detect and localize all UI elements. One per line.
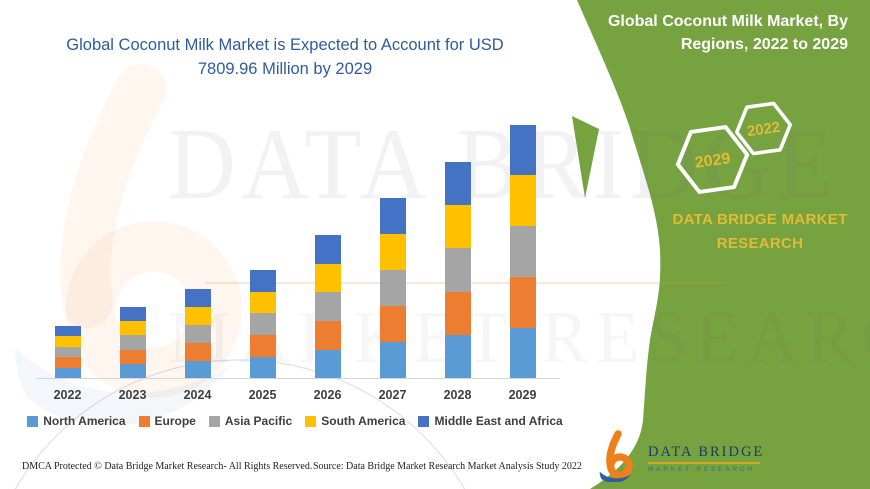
legend-swatch xyxy=(208,415,220,427)
bar-segment-asia-pacific xyxy=(184,324,211,343)
legend-swatch xyxy=(27,415,39,427)
bar-2025 xyxy=(249,270,276,379)
source-note: Source: Data Bridge Market Research Mark… xyxy=(313,461,582,472)
bar-segment-south-america xyxy=(249,291,276,314)
bar-segment-europe xyxy=(54,357,81,368)
bar-segment-south-america xyxy=(314,263,341,293)
legend-swatch xyxy=(305,415,317,427)
bar-segment-asia-pacific xyxy=(379,269,406,307)
bar-segment-north-america xyxy=(184,360,211,379)
hexagon-2029-label: 2029 xyxy=(694,150,732,172)
green-sliver-shape xyxy=(572,116,599,198)
x-axis-label-2029: 2029 xyxy=(508,388,537,402)
bar-segment-europe xyxy=(249,335,276,357)
chart-title-line1: Global Coconut Milk Market is Expected t… xyxy=(66,36,504,54)
dmca-notice: DMCA Protected © Data Bridge Market Rese… xyxy=(22,461,313,472)
legend-label: South America xyxy=(321,414,406,428)
bar-segment-south-america xyxy=(54,336,81,347)
hexagon-2029 xyxy=(675,125,750,194)
bar-2024 xyxy=(184,289,211,379)
side-panel-title-line2: Regions, 2022 to 2029 xyxy=(680,36,848,53)
bar-segment-middle-east-and-africa xyxy=(379,197,406,234)
bar-2029 xyxy=(509,124,536,379)
bar-segment-europe xyxy=(184,342,211,361)
logo-underline xyxy=(648,462,760,464)
bar-segment-middle-east-and-africa xyxy=(184,289,211,307)
bar-segment-south-america xyxy=(184,306,211,325)
bar-segment-middle-east-and-africa xyxy=(119,306,146,321)
bar-segment-middle-east-and-africa xyxy=(54,325,81,337)
bar-segment-south-america xyxy=(509,175,536,227)
legend-item-north-america: North America xyxy=(27,414,126,428)
bar-segment-south-america xyxy=(444,204,471,249)
x-axis-label-2026: 2026 xyxy=(313,388,342,402)
x-axis-label-2028: 2028 xyxy=(443,388,472,402)
hexagon-2022 xyxy=(734,101,793,156)
chart-title-line2: 7809.96 Million by 2029 xyxy=(197,60,373,78)
bar-segment-europe xyxy=(314,321,341,350)
side-panel-brand-name: DATA BRIDGE MARKET RESEARCH xyxy=(672,211,848,252)
logo-tagline-text: MARKET RESEARCH xyxy=(648,466,755,473)
bar-segment-asia-pacific xyxy=(314,292,341,322)
bar-segment-middle-east-and-africa xyxy=(249,270,276,292)
bar-2022 xyxy=(54,325,81,379)
bar-segment-south-america xyxy=(119,320,146,336)
bar-segment-north-america xyxy=(509,327,536,379)
legend-item-south-america: South America xyxy=(305,414,405,428)
bar-segment-middle-east-and-africa xyxy=(314,235,341,264)
bar-2026 xyxy=(314,235,341,379)
logo-name-text: DATA BRIDGE xyxy=(648,444,765,460)
legend-label: Europe xyxy=(154,414,196,428)
x-axis-label-2023: 2023 xyxy=(118,388,147,402)
bar-segment-asia-pacific xyxy=(54,346,81,358)
legend-swatch xyxy=(138,415,150,427)
bar-2027 xyxy=(379,197,406,379)
side-panel-title-line1: Global Coconut Milk Market, By xyxy=(607,13,848,30)
bar-segment-north-america xyxy=(444,335,471,379)
bar-segment-europe xyxy=(119,349,146,365)
bar-segment-south-america xyxy=(379,233,406,270)
bar-segment-middle-east-and-africa xyxy=(444,161,471,205)
legend-swatch xyxy=(418,415,430,427)
legend-label: Middle East and Africa xyxy=(434,414,563,428)
green-panel-shape xyxy=(577,0,870,489)
bar-segment-north-america xyxy=(119,364,146,379)
bar-segment-asia-pacific xyxy=(119,335,146,350)
bar-segment-europe xyxy=(379,306,406,343)
data-bridge-logo: DATA BRIDGE MARKET RESEARCH xyxy=(596,430,764,482)
legend-item-europe: Europe xyxy=(138,414,196,428)
bar-segment-north-america xyxy=(54,367,81,379)
bar-segment-north-america xyxy=(379,342,406,379)
chart-title: Global Coconut Milk Market is Expected t… xyxy=(40,33,530,81)
legend-item-middle-east-and-africa: Middle East and Africa xyxy=(418,414,563,428)
bar-segment-north-america xyxy=(249,356,276,379)
bar-segment-middle-east-and-africa xyxy=(509,124,536,176)
x-axis-label-2027: 2027 xyxy=(378,388,407,402)
legend-item-asia-pacific: Asia Pacific xyxy=(208,414,293,428)
x-axis-label-2022: 2022 xyxy=(53,388,82,402)
data-bridge-logo-icon xyxy=(599,430,633,482)
bar-2028 xyxy=(444,161,471,379)
hexagon-2022-label: 2022 xyxy=(746,119,781,140)
chart-legend: North America Europe Asia Pacific South Ame… xyxy=(27,414,563,428)
x-axis-label-2025: 2025 xyxy=(248,388,277,402)
x-axis-line xyxy=(36,378,560,379)
side-panel-title: Global Coconut Milk Market, By Regions, … xyxy=(578,10,848,56)
bar-segment-asia-pacific xyxy=(444,248,471,292)
x-axis-label-2024: 2024 xyxy=(183,388,212,402)
bar-2023 xyxy=(119,306,146,379)
legend-label: Asia Pacific xyxy=(224,414,293,428)
bar-segment-asia-pacific xyxy=(509,226,536,277)
bar-segment-north-america xyxy=(314,349,341,379)
bar-segment-europe xyxy=(444,291,471,336)
legend-label: North America xyxy=(43,414,126,428)
bar-segment-europe xyxy=(509,276,536,328)
bar-segment-asia-pacific xyxy=(249,313,276,336)
